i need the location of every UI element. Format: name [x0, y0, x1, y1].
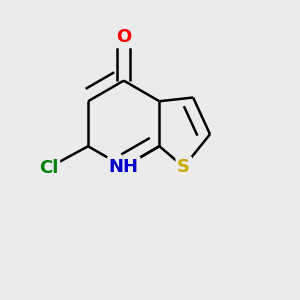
- Text: O: O: [116, 28, 131, 46]
- Text: NH: NH: [109, 158, 139, 176]
- Text: S: S: [177, 158, 190, 176]
- Text: Cl: Cl: [39, 159, 58, 177]
